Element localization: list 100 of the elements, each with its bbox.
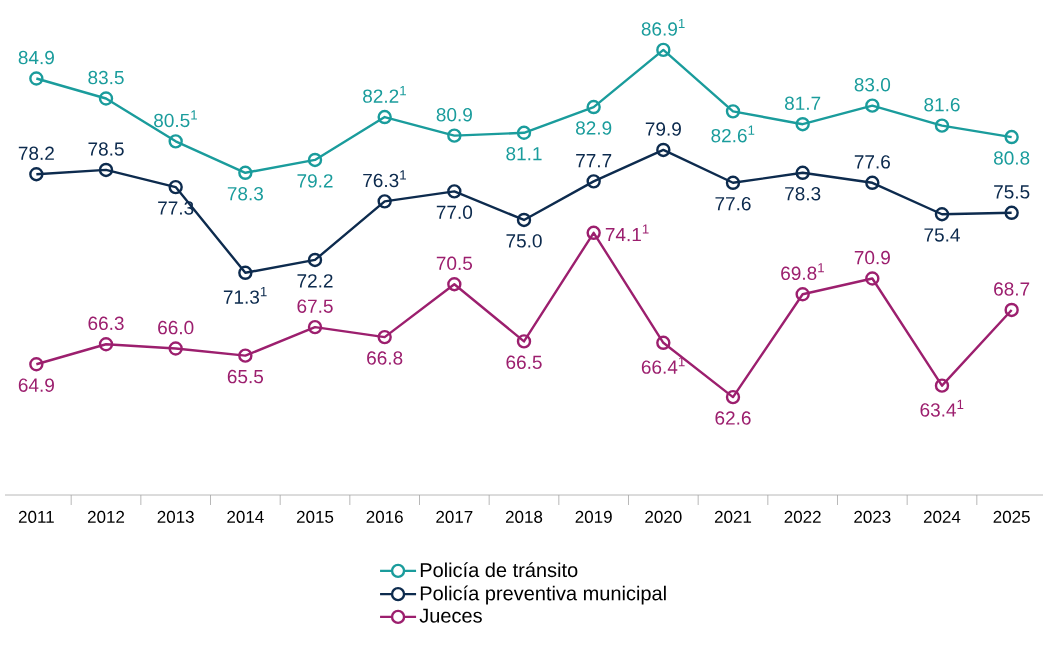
data-label: 83.5 xyxy=(88,70,124,85)
point xyxy=(656,335,671,350)
x-tick-label: 2015 xyxy=(296,510,334,523)
x-tick-label: 2016 xyxy=(366,510,403,523)
data-label: 80.8 xyxy=(993,151,1030,165)
point xyxy=(656,142,671,158)
data-label: 82.2$^{1}$ xyxy=(363,86,406,103)
x-tick-label: 2021 xyxy=(714,510,752,523)
point xyxy=(516,212,532,228)
data-label: 66.5 xyxy=(506,355,542,370)
data-label: 65.5 xyxy=(227,369,264,384)
point xyxy=(865,271,880,286)
data-label: 70.9 xyxy=(854,250,890,265)
data-label: 63.4$^{1}$ xyxy=(920,399,964,417)
data-label: 74.1$^{1}$ xyxy=(605,224,649,242)
x-tick-label: 2017 xyxy=(436,510,473,523)
data-label: 66.3 xyxy=(88,316,124,331)
x-tick-label: 2023 xyxy=(854,510,891,523)
point xyxy=(29,357,44,372)
point xyxy=(98,337,114,352)
data-label: 84.9 xyxy=(18,50,54,65)
data-label: 79.2 xyxy=(297,174,333,188)
point xyxy=(865,175,880,190)
x-tick-label: 2018 xyxy=(505,510,543,523)
point xyxy=(516,334,532,349)
point xyxy=(586,225,601,240)
point xyxy=(377,109,392,125)
point xyxy=(238,265,253,280)
x-tick-label: 2019 xyxy=(575,510,612,523)
data-label: 72.2 xyxy=(297,274,333,288)
point xyxy=(238,348,253,363)
x-tick-label: 2013 xyxy=(157,510,194,523)
point xyxy=(795,287,810,302)
data-label: 78.3 xyxy=(785,186,821,201)
point xyxy=(98,91,114,106)
point xyxy=(238,165,253,180)
x-tick-label: 2025 xyxy=(993,510,1030,523)
point xyxy=(586,174,601,189)
point xyxy=(447,184,462,199)
data-label: 83.0 xyxy=(854,77,891,92)
x-tick-label: 2012 xyxy=(87,510,125,523)
data-label: 76.3$^{1}$ xyxy=(363,170,406,188)
point xyxy=(447,128,462,143)
point xyxy=(725,175,741,190)
data-label: 77.0 xyxy=(436,205,473,220)
data-label: 75.5 xyxy=(994,185,1030,199)
data-label: 82.6$^{1}$ xyxy=(711,125,755,143)
data-label: 64.9 xyxy=(18,378,54,392)
data-label: 79.9 xyxy=(645,122,681,136)
point xyxy=(29,71,44,86)
point xyxy=(586,99,601,115)
legend-label: Policía preventiva municipal xyxy=(420,585,666,605)
point xyxy=(1004,129,1019,145)
data-label: 70.5 xyxy=(436,256,473,271)
point xyxy=(725,104,741,119)
point xyxy=(516,125,532,140)
point xyxy=(865,98,880,113)
point xyxy=(934,378,950,393)
data-label: 67.5 xyxy=(297,299,333,313)
data-label: 78.3 xyxy=(227,186,263,201)
legend-label: Jueces xyxy=(419,608,482,623)
point xyxy=(934,118,950,133)
data-label: 86.9$^{1}$ xyxy=(641,18,685,36)
point xyxy=(795,117,810,132)
point xyxy=(725,389,741,405)
data-label: 66.8 xyxy=(367,351,403,365)
data-label: 81.7 xyxy=(785,96,821,111)
data-label: 77.7 xyxy=(576,154,612,168)
point xyxy=(934,207,950,222)
point xyxy=(98,162,114,178)
x-tick-label: 2024 xyxy=(923,510,961,523)
data-label: 82.9 xyxy=(576,121,612,135)
point xyxy=(168,341,183,356)
data-label: 81.1 xyxy=(506,146,542,161)
data-label: 81.6 xyxy=(924,97,960,112)
data-label: 77.6 xyxy=(715,196,751,211)
point xyxy=(168,134,183,149)
data-label: 75.4 xyxy=(924,228,960,242)
point xyxy=(1004,302,1019,318)
legend-label: Policía de tránsito xyxy=(420,562,578,578)
data-label: 80.5$^{1}$ xyxy=(154,110,197,128)
x-tick-label: 2020 xyxy=(645,510,682,523)
x-tick-label: 2022 xyxy=(784,510,821,523)
data-label: 75.0 xyxy=(506,234,542,248)
point xyxy=(447,277,462,292)
data-label: 78.2 xyxy=(18,146,54,161)
x-tick-label: 2014 xyxy=(227,510,264,523)
point xyxy=(377,329,392,345)
data-label: 66.0 xyxy=(158,320,194,335)
point xyxy=(795,165,810,180)
point xyxy=(377,194,392,209)
point xyxy=(656,42,671,58)
data-label: 69.8$^{1}$ xyxy=(781,263,824,281)
point xyxy=(29,167,44,182)
data-label: 77.6 xyxy=(854,155,890,169)
data-label: 77.3 xyxy=(158,201,194,215)
point xyxy=(307,252,323,268)
x-tick-label: 2011 xyxy=(18,510,54,523)
data-label: 71.3$^{1}$ xyxy=(223,287,267,304)
point xyxy=(307,152,323,168)
